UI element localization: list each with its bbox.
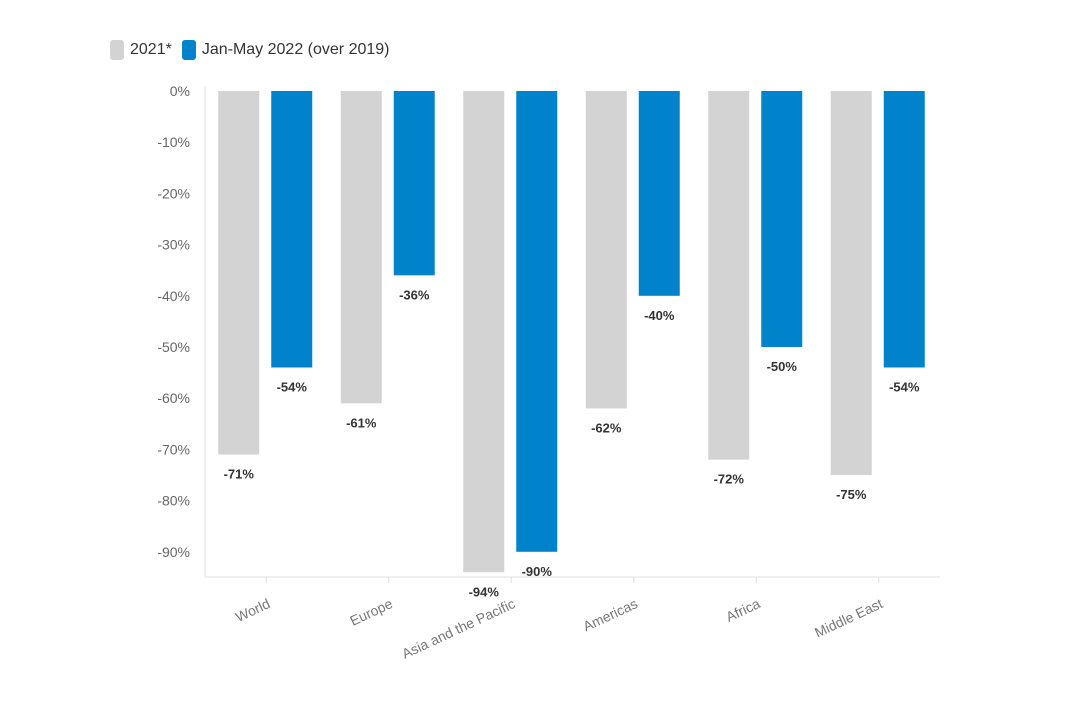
data-label: -90%	[522, 564, 553, 579]
bar-2021[interactable]	[708, 91, 750, 460]
data-label: -94%	[469, 584, 500, 599]
y-tick-label: -90%	[157, 544, 190, 560]
bar-2022[interactable]	[271, 91, 313, 368]
y-tick-label: -70%	[157, 441, 190, 457]
y-tick-label: 0%	[170, 83, 190, 99]
legend-item-2021[interactable]: 2021*	[110, 40, 172, 60]
data-label: -75%	[836, 487, 867, 502]
y-tick-label: -80%	[157, 493, 190, 509]
data-labels: -71% -54% -61% -36% -94% -90% -62% -40% -72% -50%…	[224, 287, 920, 599]
data-label: -36%	[399, 287, 430, 302]
x-tick-labels: World Europe Asia and the Pacific Americas A…	[233, 595, 885, 662]
data-label: -54%	[277, 379, 308, 394]
bar-2021[interactable]	[340, 91, 382, 404]
bar-2021[interactable]	[218, 91, 260, 455]
bar-2021[interactable]	[830, 91, 872, 475]
x-tick-label: Europe	[347, 595, 395, 629]
bar-2022[interactable]	[393, 91, 435, 276]
chart-legend: 2021* Jan-May 2022 (over 2019)	[110, 40, 399, 60]
legend-swatch-2021	[110, 40, 124, 60]
axes: 0% -10% -20% -30% -40% -50% -60% -70% -80% -90%	[157, 83, 940, 583]
data-label: -54%	[889, 379, 920, 394]
y-tick-label: -10%	[157, 134, 190, 150]
bar-2022[interactable]	[638, 91, 680, 296]
data-label: -50%	[767, 359, 798, 374]
y-tick-label: -20%	[157, 185, 190, 201]
data-label: -71%	[224, 467, 255, 482]
data-label: -62%	[591, 420, 622, 435]
x-tick-label: World	[233, 595, 273, 625]
legend-item-2022[interactable]: Jan-May 2022 (over 2019)	[181, 40, 390, 60]
y-tick-label: -40%	[157, 288, 190, 304]
y-tick-label: -30%	[157, 237, 190, 253]
bar-2022[interactable]	[761, 91, 803, 347]
y-tick-label: -60%	[157, 390, 190, 406]
legend-swatch-2022	[181, 40, 196, 60]
data-label: -61%	[346, 415, 377, 430]
data-label: -40%	[644, 308, 675, 323]
legend-label-2021: 2021*	[130, 41, 172, 58]
legend-label-2022: Jan-May 2022 (over 2019)	[201, 41, 390, 58]
bar-2022[interactable]	[516, 91, 558, 552]
x-tick-label: Africa	[723, 595, 762, 625]
x-tick-label: Americas	[580, 595, 640, 634]
data-label: -72%	[714, 472, 745, 487]
bar-2021[interactable]	[585, 91, 627, 409]
bars	[218, 91, 925, 573]
bar-2021[interactable]	[463, 91, 505, 573]
y-tick-label: -50%	[157, 339, 190, 355]
x-tick-label: Asia and the Pacific	[399, 595, 517, 661]
x-tick-label: Middle East	[812, 595, 885, 640]
bar-2022[interactable]	[883, 91, 925, 368]
